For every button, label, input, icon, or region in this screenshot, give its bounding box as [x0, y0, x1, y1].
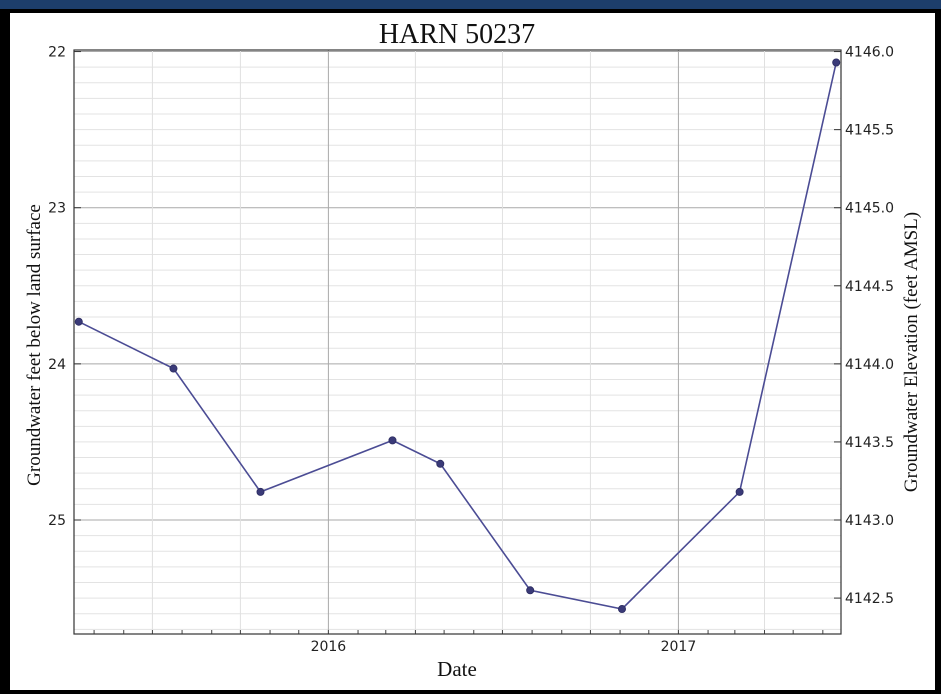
x-tick-label: 2017	[661, 639, 697, 655]
data-point	[388, 436, 397, 445]
y2-tick-label: 4145.5	[845, 123, 894, 139]
y2-tick-label: 4142.5	[845, 591, 894, 607]
data-point	[169, 364, 178, 373]
x-tick-label: 2016	[311, 639, 347, 655]
series-line	[78, 62, 837, 610]
plot-border	[73, 49, 842, 635]
data-point	[832, 58, 841, 67]
chart-frame	[10, 13, 935, 690]
y2-tick-label: 4146.0	[845, 45, 894, 61]
y-tick-label: 22	[48, 45, 66, 61]
y2-tick-label: 4145.0	[845, 201, 894, 217]
x-axis-label: Date	[437, 657, 477, 681]
data-point	[74, 317, 83, 326]
y2-tick-label: 4144.5	[845, 279, 894, 295]
y2-tick-label: 4143.0	[845, 513, 894, 529]
y-tick-label: 25	[48, 513, 66, 529]
y2-tick-label: 4143.5	[845, 435, 894, 451]
y2-axis-label: Groundwater Elevation (feet AMSL)	[901, 212, 922, 492]
window-top-bar	[0, 0, 941, 9]
y-tick-label: 24	[48, 357, 66, 373]
data-point	[735, 487, 744, 496]
y-axis-label: Groundwater feet below land surface	[24, 204, 45, 486]
y2-tick-label: 4144.0	[845, 357, 894, 373]
y-tick-label: 23	[48, 201, 66, 217]
chart-title: HARN 50237	[379, 19, 535, 50]
data-point	[617, 605, 626, 614]
data-point	[436, 459, 445, 468]
data-point	[526, 586, 535, 595]
data-point	[256, 487, 265, 496]
